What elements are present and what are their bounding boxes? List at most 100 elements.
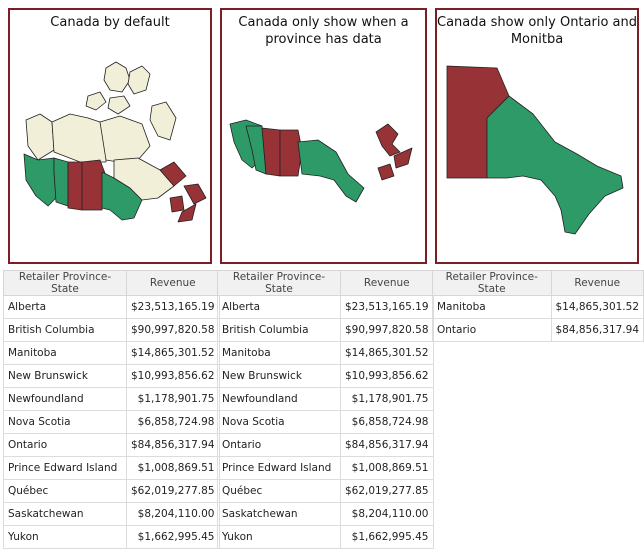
table-row: New Brunswick $10,993,856.62 bbox=[3, 364, 220, 388]
column-header-province[interactable]: Retailer Province-State bbox=[217, 270, 341, 296]
revenue-cell: $10,993,856.62 bbox=[340, 364, 434, 388]
new-brunswick-region bbox=[377, 163, 395, 181]
panel-title: Canada by default bbox=[50, 15, 170, 30]
revenue-cell: $1,662,995.45 bbox=[126, 525, 220, 549]
arctic-islands bbox=[107, 95, 131, 115]
table-row: Newfoundland $1,178,901.75 bbox=[217, 387, 434, 411]
revenue-cell: $1,008,869.51 bbox=[340, 456, 434, 480]
province-cell: Nova Scotia bbox=[3, 410, 127, 434]
arctic-islands bbox=[85, 91, 107, 111]
province-cell: Prince Edward Island bbox=[3, 456, 127, 480]
table-header-row: Retailer Province-State Revenue bbox=[432, 270, 644, 296]
revenue-cell: $1,178,901.75 bbox=[340, 387, 434, 411]
table-row: Nova Scotia $6,858,724.98 bbox=[217, 410, 434, 434]
revenue-cell: $90,997,820.58 bbox=[126, 318, 220, 342]
province-cell: Manitoba bbox=[432, 295, 552, 319]
table-row: Newfoundland $1,178,901.75 bbox=[3, 387, 220, 411]
revenue-cell: $14,865,301.52 bbox=[126, 341, 220, 365]
column-header-revenue[interactable]: Revenue bbox=[126, 270, 220, 296]
province-cell: Saskatchewan bbox=[217, 502, 341, 526]
arctic-islands bbox=[127, 65, 151, 95]
ontario-manitoba-map bbox=[446, 65, 624, 235]
british-columbia-region bbox=[23, 153, 57, 207]
ontario-region bbox=[297, 139, 365, 203]
table-row: British Columbia $90,997,820.58 bbox=[217, 318, 434, 342]
revenue-cell: $23,513,165.19 bbox=[126, 295, 220, 319]
table-row: Saskatchewan $8,204,110.00 bbox=[3, 502, 220, 526]
revenue-cell: $84,856,317.94 bbox=[126, 433, 220, 457]
table-row: Yukon $1,662,995.45 bbox=[3, 525, 220, 549]
province-cell: Québec bbox=[3, 479, 127, 503]
revenue-cell: $84,856,317.94 bbox=[550, 318, 644, 342]
canada-data-map bbox=[229, 119, 413, 203]
column-header-province[interactable]: Retailer Province-State bbox=[3, 270, 127, 296]
table-row: New Brunswick $10,993,856.62 bbox=[217, 364, 434, 388]
table-row: Québec $62,019,277.85 bbox=[217, 479, 434, 503]
table-row: Yukon $1,662,995.45 bbox=[217, 525, 434, 549]
revenue-cell: $6,858,724.98 bbox=[340, 410, 434, 434]
map-panel-ontario-manitoba: Canada show only Ontario and Monitba bbox=[435, 8, 639, 264]
table-row: Ontario $84,856,317.94 bbox=[3, 433, 220, 457]
arctic-islands bbox=[103, 61, 131, 93]
table-header-row: Retailer Province-State Revenue bbox=[3, 270, 220, 296]
province-cell: Yukon bbox=[3, 525, 127, 549]
alberta-region bbox=[245, 125, 267, 175]
table-row: Saskatchewan $8,204,110.00 bbox=[217, 502, 434, 526]
revenue-cell: $8,204,110.00 bbox=[340, 502, 434, 526]
revenue-cell: $1,178,901.75 bbox=[126, 387, 220, 411]
revenue-cell: $6,858,724.98 bbox=[126, 410, 220, 434]
province-cell: British Columbia bbox=[217, 318, 341, 342]
province-cell: Alberta bbox=[3, 295, 127, 319]
revenue-cell: $62,019,277.85 bbox=[340, 479, 434, 503]
province-cell: Nova Scotia bbox=[217, 410, 341, 434]
province-cell: Prince Edward Island bbox=[217, 456, 341, 480]
province-cell: Manitoba bbox=[3, 341, 127, 365]
revenue-cell: $10,993,856.62 bbox=[126, 364, 220, 388]
table-header-row: Retailer Province-State Revenue bbox=[217, 270, 434, 296]
province-cell: New Brunswick bbox=[3, 364, 127, 388]
arctic-islands bbox=[149, 101, 177, 141]
column-header-revenue[interactable]: Revenue bbox=[340, 270, 434, 296]
table-row: Prince Edward Island $1,008,869.51 bbox=[3, 456, 220, 480]
table-row: Prince Edward Island $1,008,869.51 bbox=[217, 456, 434, 480]
table-row: Alberta $23,513,165.19 bbox=[3, 295, 220, 319]
province-cell: Yukon bbox=[217, 525, 341, 549]
revenue-table: Retailer Province-State Revenue Manitoba… bbox=[432, 270, 644, 342]
table-row: Ontario $84,856,317.94 bbox=[217, 433, 434, 457]
revenue-table: Retailer Province-State Revenue Alberta $… bbox=[217, 270, 434, 549]
revenue-cell: $1,662,995.45 bbox=[340, 525, 434, 549]
table-row: Alberta $23,513,165.19 bbox=[217, 295, 434, 319]
province-cell: Saskatchewan bbox=[3, 502, 127, 526]
column-header-province[interactable]: Retailer Province-State bbox=[432, 270, 552, 296]
revenue-cell: $14,865,301.52 bbox=[340, 341, 434, 365]
province-cell: British Columbia bbox=[3, 318, 127, 342]
new-brunswick-region bbox=[169, 195, 185, 213]
table-row: British Columbia $90,997,820.58 bbox=[3, 318, 220, 342]
province-cell: Alberta bbox=[217, 295, 341, 319]
map-panel-canada-data-only: Canada only show when a province has dat… bbox=[220, 8, 427, 264]
revenue-cell: $90,997,820.58 bbox=[340, 318, 434, 342]
alberta-region bbox=[53, 157, 69, 207]
nwt-region bbox=[51, 113, 107, 163]
panel-title: Canada only show when a province has dat… bbox=[238, 15, 409, 47]
revenue-cell: $14,865,301.52 bbox=[550, 295, 644, 319]
nova-scotia-region bbox=[177, 203, 197, 223]
revenue-cell: $84,856,317.94 bbox=[340, 433, 434, 457]
table-row: Manitoba $14,865,301.52 bbox=[3, 341, 220, 365]
table-row: Manitoba $14,865,301.52 bbox=[432, 295, 644, 319]
province-cell: Ontario bbox=[432, 318, 552, 342]
province-cell: Manitoba bbox=[217, 341, 341, 365]
canada-full-map bbox=[23, 61, 207, 223]
labrador-region bbox=[159, 161, 187, 187]
nunavut-region bbox=[99, 115, 151, 163]
table-row: Manitoba $14,865,301.52 bbox=[217, 341, 434, 365]
table-row: Québec $62,019,277.85 bbox=[3, 479, 220, 503]
province-cell: Newfoundland bbox=[217, 387, 341, 411]
revenue-table: Retailer Province-State Revenue Alberta $… bbox=[3, 270, 220, 549]
column-header-revenue[interactable]: Revenue bbox=[550, 270, 644, 296]
province-cell: Ontario bbox=[3, 433, 127, 457]
manitoba-region bbox=[279, 129, 303, 177]
ontario-region bbox=[486, 95, 624, 235]
saskatchewan-region bbox=[67, 161, 83, 211]
province-cell: Newfoundland bbox=[3, 387, 127, 411]
